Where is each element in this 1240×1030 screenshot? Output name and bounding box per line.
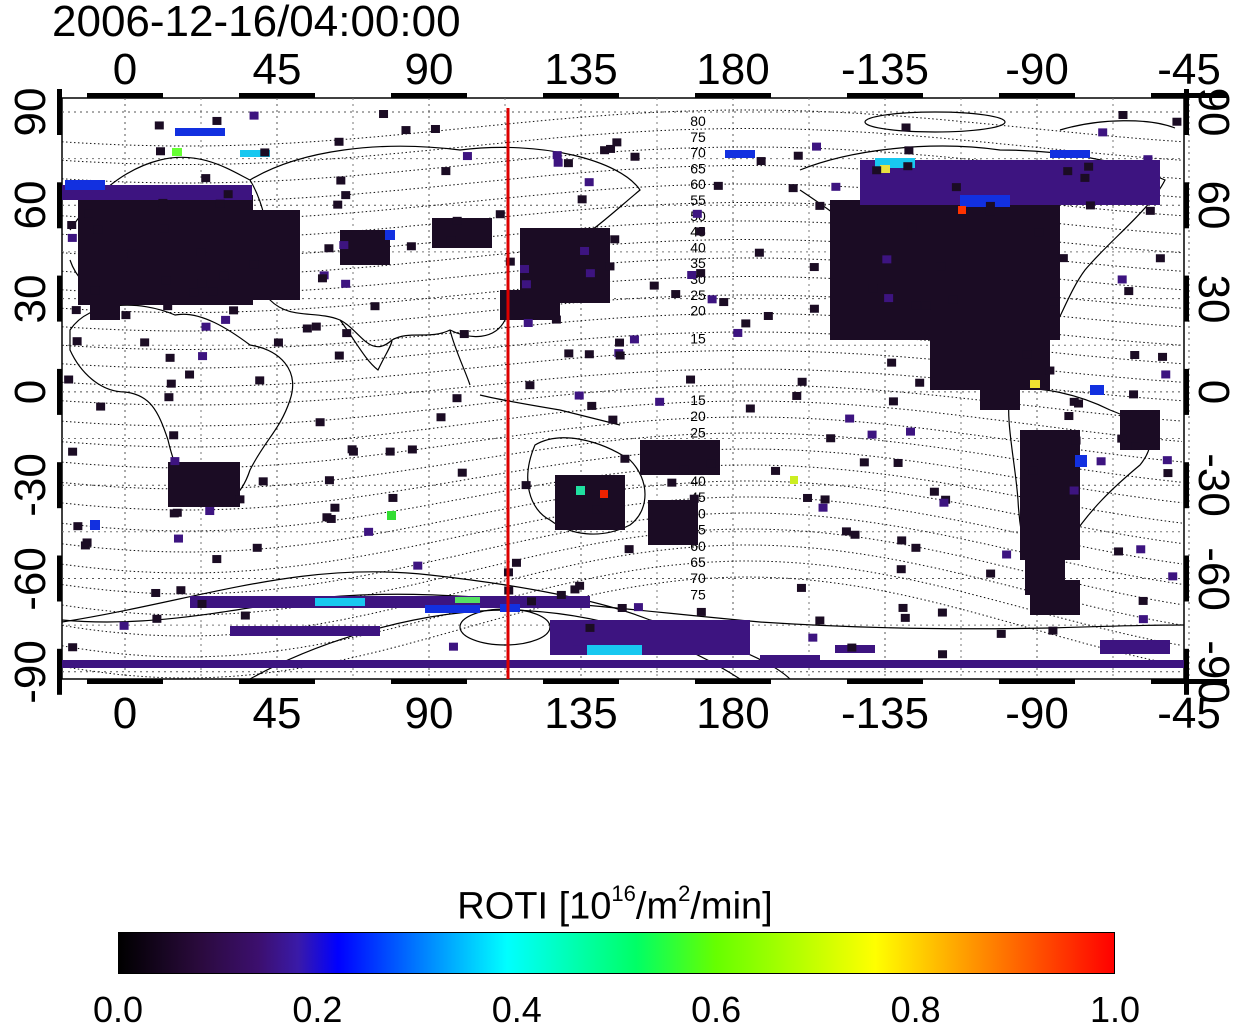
contour-label: 70 bbox=[690, 570, 706, 586]
coastline-africa bbox=[69, 304, 294, 506]
top-lon-tick: 0 bbox=[112, 45, 138, 94]
bottom-lon-tick: 135 bbox=[544, 689, 618, 738]
contour-label: 75 bbox=[690, 129, 706, 145]
contour-label: 20 bbox=[690, 303, 706, 319]
colorbar-tick-label: 0.6 bbox=[691, 989, 742, 1030]
contour-label: 20 bbox=[690, 408, 706, 424]
left-lat-tick: -90 bbox=[6, 640, 55, 704]
top-lon-tick: 135 bbox=[544, 45, 618, 94]
contour-label: 25 bbox=[690, 287, 706, 303]
contour-label: 55 bbox=[690, 192, 706, 208]
colorbar bbox=[118, 932, 1115, 974]
axis-tick-marks bbox=[57, 89, 1227, 695]
colorbar-title-exp2: 2 bbox=[678, 881, 691, 906]
contour-label: 40 bbox=[690, 239, 706, 255]
top-lon-tick: -45 bbox=[1157, 45, 1221, 94]
contour-label: 40 bbox=[690, 473, 706, 489]
roti-map: 8075706560555045403530252015152025303540… bbox=[57, 89, 1227, 695]
contour-label: 80 bbox=[690, 113, 706, 129]
top-lon-tick: 45 bbox=[252, 45, 302, 94]
colorbar-tick-label: 0.8 bbox=[890, 989, 941, 1030]
top-lon-tick: -90 bbox=[1005, 45, 1069, 94]
contour-label: 15 bbox=[690, 392, 706, 408]
bottom-lon-tick: 90 bbox=[404, 689, 454, 738]
coastline-se-asia bbox=[449, 329, 621, 426]
bottom-lon-tick: 45 bbox=[252, 689, 302, 738]
contour-label: 25 bbox=[690, 424, 706, 440]
bottom-lon-tick: 0 bbox=[112, 689, 138, 738]
colorbar-tick-label: 1.0 bbox=[1089, 989, 1141, 1030]
colorbar-title-exp1: 16 bbox=[611, 881, 636, 906]
contour-label: 70 bbox=[690, 145, 706, 161]
right-lat-tick: -90 bbox=[1189, 640, 1238, 704]
colorbar-title: ROTI [1016/m2/min] bbox=[300, 876, 930, 929]
colorbar-tick-label: 0.0 bbox=[92, 989, 144, 1030]
timestamp-title: 2006-12-16/04:00:00 bbox=[52, 0, 461, 46]
top-lon-tick: -135 bbox=[840, 45, 930, 94]
contour-label: 15 bbox=[690, 330, 706, 346]
colorbar-title-mid: /m bbox=[635, 885, 679, 928]
bottom-lon-tick: -45 bbox=[1157, 689, 1221, 738]
colorbar-title-suffix: /min] bbox=[690, 885, 773, 928]
bottom-lon-tick: 180 bbox=[696, 689, 770, 738]
contour-label: 75 bbox=[690, 586, 706, 602]
contour-label: 65 bbox=[690, 554, 706, 570]
colorbar-title-prefix: ROTI [10 bbox=[457, 885, 612, 928]
coastline-australia bbox=[527, 437, 646, 535]
coastline-greenland bbox=[1059, 120, 1176, 131]
top-lon-tick: 180 bbox=[696, 45, 770, 94]
contour-label: 60 bbox=[690, 176, 706, 192]
coastline-india bbox=[339, 319, 393, 371]
bottom-lon-tick: -135 bbox=[840, 689, 930, 738]
roti-data-patches bbox=[62, 110, 1184, 668]
colorbar-tick-label: 0.4 bbox=[491, 989, 542, 1030]
colorbar-tick-label: 0.2 bbox=[292, 989, 343, 1030]
contour-label: 35 bbox=[690, 255, 706, 271]
contour-label: 65 bbox=[690, 160, 706, 176]
bottom-lon-tick: -90 bbox=[1005, 689, 1069, 738]
top-lon-tick: 90 bbox=[404, 45, 454, 94]
